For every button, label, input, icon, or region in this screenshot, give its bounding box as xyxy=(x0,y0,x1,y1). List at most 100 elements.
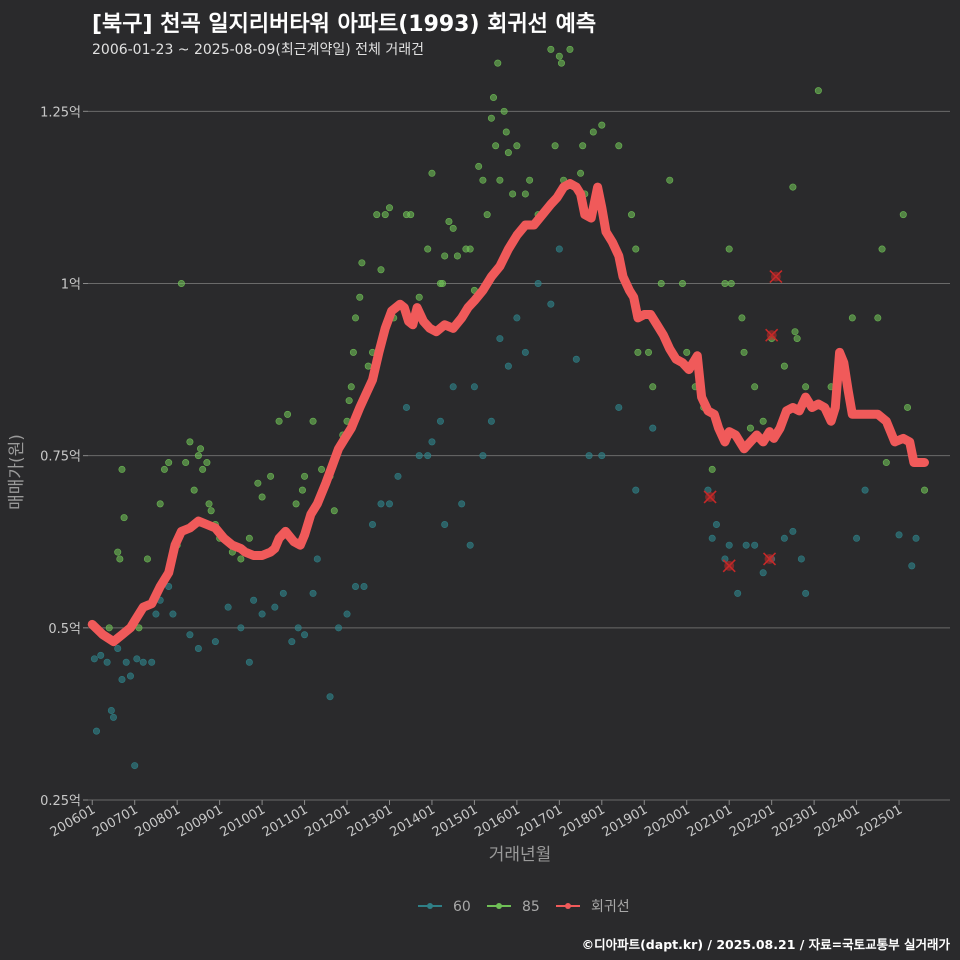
point-85 xyxy=(165,459,173,467)
point-85 xyxy=(634,348,642,356)
point-85 xyxy=(526,176,534,184)
point-85 xyxy=(385,204,393,212)
gridlines xyxy=(88,110,950,801)
point-60 xyxy=(649,424,657,432)
x-tick-label: 201401 xyxy=(387,802,437,840)
point-85 xyxy=(466,245,474,253)
point-85 xyxy=(509,190,517,198)
point-85 xyxy=(557,59,565,67)
x-axis: 2006012007012008012009012010012011012012… xyxy=(48,800,905,840)
point-85 xyxy=(298,486,306,494)
point-85 xyxy=(475,162,483,170)
point-60 xyxy=(385,500,393,508)
point-60 xyxy=(712,521,720,529)
point-60 xyxy=(861,486,869,494)
point-60 xyxy=(139,658,147,666)
point-85 xyxy=(194,452,202,460)
x-tick-label: 202201 xyxy=(727,802,777,840)
point-85 xyxy=(245,534,253,542)
point-85 xyxy=(177,279,185,287)
point-60 xyxy=(449,383,457,391)
outlier-marker xyxy=(762,552,777,566)
point-85 xyxy=(577,169,585,177)
point-60 xyxy=(513,314,521,322)
point-85 xyxy=(589,128,597,136)
point-85 xyxy=(678,279,686,287)
point-60 xyxy=(103,658,111,666)
point-85 xyxy=(789,183,797,191)
x-axis-title: 거래년월 xyxy=(489,845,552,865)
point-85 xyxy=(738,314,746,322)
point-60 xyxy=(415,452,423,460)
trend-line xyxy=(87,179,929,647)
point-60 xyxy=(131,762,139,770)
point-85 xyxy=(504,149,512,157)
y-axis: 0.25억 0.5억 0.75억 1억 1.25억 xyxy=(40,105,88,809)
point-85 xyxy=(666,176,674,184)
point-85 xyxy=(349,348,357,356)
point-85 xyxy=(727,279,735,287)
legend-label: 85 xyxy=(522,899,540,915)
chart-title: [북구] 천곡 일지리버타워 아파트(1993) 회귀선 예측 xyxy=(92,12,597,37)
point-60 xyxy=(742,541,750,549)
point-85 xyxy=(791,328,799,336)
point-60 xyxy=(313,555,321,563)
point-60 xyxy=(377,500,385,508)
point-85 xyxy=(848,314,856,322)
chart-subtitle: 2006-01-23 ~ 2025-08-09(최근계약일) 전체 거래건 xyxy=(92,42,424,58)
point-60 xyxy=(169,610,177,618)
point-85 xyxy=(114,548,122,556)
point-85 xyxy=(904,403,912,411)
point-85 xyxy=(921,486,929,494)
point-85 xyxy=(878,245,886,253)
point-85 xyxy=(352,314,360,322)
legend-item: 회귀선 xyxy=(556,899,630,915)
point-85 xyxy=(882,459,890,467)
point-85 xyxy=(237,555,245,563)
point-60 xyxy=(360,583,368,591)
point-85 xyxy=(802,383,810,391)
point-85 xyxy=(490,94,498,102)
point-60 xyxy=(751,541,759,549)
point-60 xyxy=(152,610,160,618)
point-85 xyxy=(330,507,338,515)
point-60 xyxy=(271,603,279,611)
point-85 xyxy=(441,252,449,260)
point-60 xyxy=(585,452,593,460)
point-60 xyxy=(109,713,117,721)
point-60 xyxy=(479,452,487,460)
outlier-marker xyxy=(769,270,783,284)
point-85 xyxy=(521,190,529,198)
y-tick-label: 1억 xyxy=(61,277,81,292)
point-60 xyxy=(165,583,173,591)
point-60 xyxy=(496,335,504,343)
x-tick-label: 201601 xyxy=(472,802,522,840)
point-85 xyxy=(364,362,372,370)
point-60 xyxy=(470,383,478,391)
x-tick-label: 202001 xyxy=(642,802,692,840)
y-tick-label: 1.25억 xyxy=(40,105,81,120)
point-60 xyxy=(441,521,449,529)
legend-item: 85 xyxy=(487,899,540,915)
point-85 xyxy=(492,142,500,150)
point-85 xyxy=(615,142,623,150)
point-60 xyxy=(402,403,410,411)
point-60 xyxy=(458,500,466,508)
source-credit: ©디아파트(dapt.kr) / 2025.08.21 / 자료=국토교통부 실… xyxy=(581,937,950,952)
point-85 xyxy=(579,142,587,150)
x-tick-label: 202501 xyxy=(855,802,905,840)
point-60 xyxy=(245,658,253,666)
point-85 xyxy=(683,348,691,356)
point-60 xyxy=(908,562,916,570)
point-85 xyxy=(793,335,801,343)
point-85 xyxy=(628,211,636,219)
point-85 xyxy=(258,493,266,501)
point-85 xyxy=(657,279,665,287)
x-tick-label: 201301 xyxy=(345,802,395,840)
point-60 xyxy=(301,631,309,639)
point-85 xyxy=(428,169,436,177)
point-60 xyxy=(789,527,797,535)
point-60 xyxy=(224,603,232,611)
point-85 xyxy=(186,438,194,446)
